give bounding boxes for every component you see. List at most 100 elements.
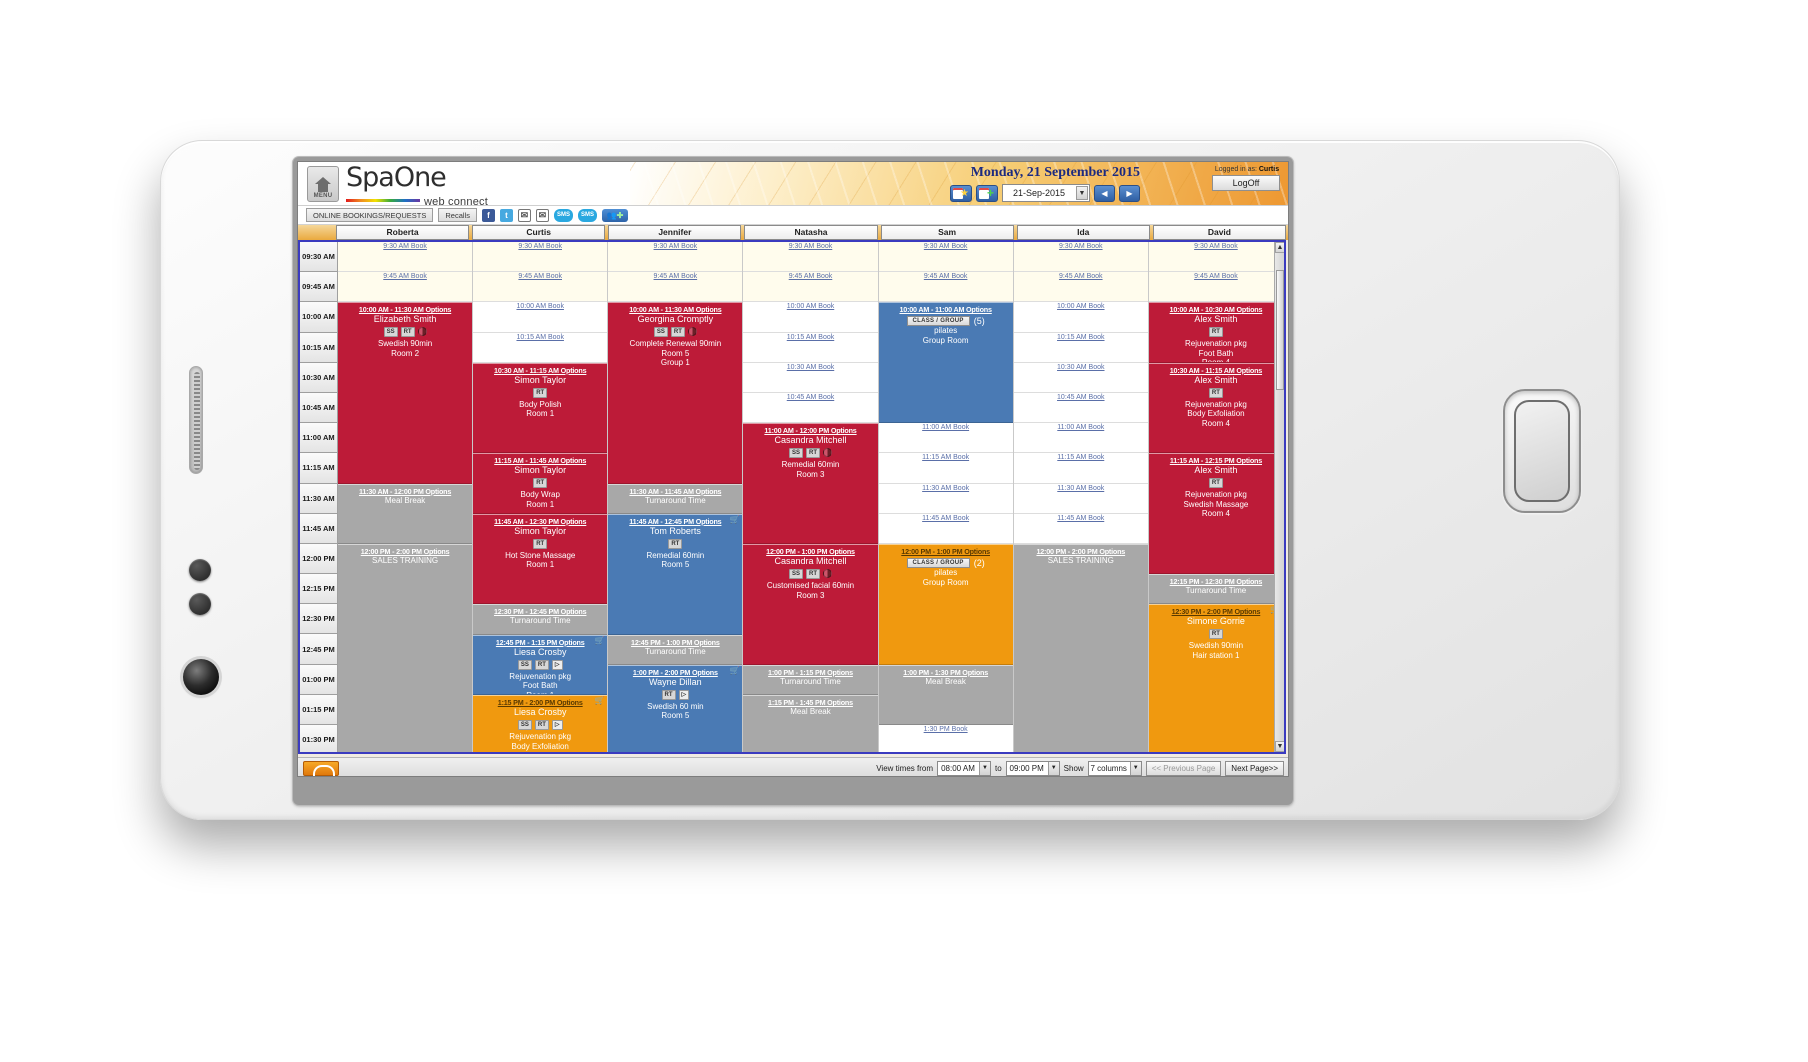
- next-day-button[interactable]: ▶: [1119, 184, 1140, 202]
- free-slot[interactable]: 9:45 AM Book: [743, 272, 878, 303]
- book-link[interactable]: 10:15 AM Book: [516, 333, 564, 341]
- chevron-down-icon[interactable]: ▼: [1129, 761, 1141, 775]
- appointment-block[interactable]: 12:30 PM - 12:45 PM Options Turnaround Ti…: [473, 604, 608, 635]
- cart-icon[interactable]: 🛒: [594, 635, 605, 645]
- book-link[interactable]: 9:45 AM Book: [653, 273, 698, 281]
- appointment-block[interactable]: 12:00 PM - 1:00 PM Options CLASS / GROUP(…: [878, 544, 1013, 665]
- appointment-block[interactable]: 1:00 PM - 1:15 PM Options Turnaround Time: [743, 664, 878, 695]
- appointment-block[interactable]: 10:30 AM - 11:15 AM Options Simon Taylor R…: [473, 362, 608, 454]
- free-slot[interactable]: 10:00 AM Book: [473, 302, 608, 333]
- cart-icon[interactable]: 🛒: [729, 665, 740, 675]
- online-bookings-button[interactable]: ONLINE BOOKINGS/REQUESTS: [306, 208, 434, 222]
- appointment-time-options[interactable]: 10:00 AM - 10:30 AM Options: [1169, 305, 1263, 315]
- appointment-block[interactable]: 12:00 PM - 2:00 PM Options SALES TRAINING: [338, 544, 473, 752]
- column-header-natasha[interactable]: Natasha: [744, 225, 878, 240]
- appointment-time-options[interactable]: 12:45 PM - 1:00 PM Options: [631, 637, 720, 647]
- free-slot[interactable]: 10:45 AM Book: [1013, 393, 1148, 424]
- free-slot[interactable]: 10:45 AM Book: [743, 393, 878, 424]
- calendar-add-button[interactable]: +: [976, 184, 998, 202]
- sms-icon[interactable]: SMS: [553, 208, 573, 222]
- free-slot[interactable]: 9:30 AM Book: [1148, 242, 1283, 273]
- free-slot[interactable]: 9:45 AM Book: [1148, 272, 1283, 303]
- sms-alt-icon[interactable]: SMS: [577, 208, 597, 222]
- appointment-time-options[interactable]: 12:15 PM - 12:30 PM Options: [1169, 577, 1263, 587]
- logoff-button[interactable]: LogOff: [1212, 175, 1280, 191]
- twitter-icon[interactable]: t: [499, 208, 513, 222]
- book-link[interactable]: 11:00 AM Book: [922, 424, 970, 432]
- column-header-ida[interactable]: Ida: [1016, 225, 1150, 240]
- book-link[interactable]: 9:30 AM Book: [383, 243, 427, 250]
- appointment-time-options[interactable]: 12:00 PM - 2:00 PM Options: [360, 547, 450, 556]
- email-open-icon[interactable]: ✉: [535, 208, 549, 222]
- next-page-button[interactable]: Next Page>>: [1225, 760, 1284, 776]
- book-link[interactable]: 9:45 AM Book: [788, 273, 833, 281]
- appointment-time-options[interactable]: 11:30 AM - 11:45 AM Options: [629, 486, 722, 496]
- appointment-time-options[interactable]: 11:15 AM - 12:15 PM Options: [1169, 456, 1263, 466]
- appointment-time-options[interactable]: 1:00 PM - 2:00 PM Options 🛒: [632, 665, 740, 677]
- appointment-block[interactable]: 10:30 AM - 11:15 AM Options Alex Smith RT R…: [1148, 362, 1283, 454]
- appointment-time-options[interactable]: 10:00 AM - 11:00 AM Options: [899, 305, 992, 315]
- free-slot[interactable]: 11:30 AM Book: [878, 483, 1013, 514]
- previous-page-button[interactable]: << Previous Page: [1145, 760, 1222, 776]
- note-document-icon[interactable]: ▷: [551, 659, 563, 670]
- free-slot[interactable]: 9:45 AM Book: [608, 272, 743, 303]
- home-hardware-button[interactable]: [1503, 389, 1581, 513]
- chevron-down-icon[interactable]: ▼: [1076, 186, 1088, 200]
- appointment-time-options[interactable]: 1:00 PM - 1:15 PM Options: [768, 667, 853, 677]
- chevron-down-icon[interactable]: ▼: [1047, 761, 1059, 775]
- appointment-time-options[interactable]: 1:15 PM - 1:45 PM Options: [768, 698, 853, 707]
- appointment-time-options[interactable]: 10:30 AM - 11:15 AM Options: [1169, 365, 1263, 375]
- appointment-time-options[interactable]: 11:45 AM - 12:30 PM Options: [494, 516, 587, 526]
- free-slot[interactable]: 9:30 AM Book: [608, 242, 743, 273]
- free-slot[interactable]: 10:15 AM Book: [743, 332, 878, 363]
- column-header-david[interactable]: David: [1152, 225, 1286, 240]
- scroll-down-icon[interactable]: ▼: [1275, 741, 1284, 752]
- appointment-block[interactable]: 10:00 AM - 11:30 AM Options Elizabeth Smi…: [338, 302, 473, 484]
- appointment-time-options[interactable]: 10:00 AM - 11:30 AM Options: [358, 305, 452, 315]
- appointment-time-options[interactable]: 1:15 PM - 2:00 PM Options 🛒: [497, 696, 605, 707]
- appointment-block[interactable]: 11:00 AM - 12:00 PM Options Casandra Mitc…: [743, 423, 878, 544]
- cart-icon[interactable]: 🛒: [729, 514, 740, 524]
- refresh-button[interactable]: [303, 760, 339, 776]
- appointment-block[interactable]: 12:30 PM - 2:00 PM Options🛒Simone Gorrie…: [1148, 604, 1283, 752]
- book-link[interactable]: 9:45 AM Book: [1058, 273, 1103, 281]
- menu-button[interactable]: MENU: [307, 166, 339, 202]
- cart-icon[interactable]: 🛒: [594, 696, 605, 705]
- appointment-block[interactable]: 1:15 PM - 2:00 PM Options 🛒 Liesa Crosby SS…: [473, 695, 608, 752]
- book-link[interactable]: 11:15 AM Book: [1057, 454, 1105, 462]
- free-slot[interactable]: 9:30 AM Book: [743, 242, 878, 273]
- book-link[interactable]: 10:15 AM Book: [1057, 333, 1105, 341]
- free-slot[interactable]: 9:30 AM Book: [1013, 242, 1148, 273]
- free-slot[interactable]: 11:15 AM Book: [1013, 453, 1148, 484]
- appointment-block[interactable]: 11:30 AM - 11:45 AM Options Turnaround Ti…: [608, 483, 743, 514]
- appointment-block[interactable]: 12:45 PM - 1:15 PM Options 🛒 Liesa Crosby S…: [473, 634, 608, 695]
- free-slot[interactable]: 9:45 AM Book: [473, 272, 608, 303]
- from-time-select[interactable]: 08:00 AM ▼: [937, 760, 991, 776]
- book-link[interactable]: 9:30 AM Book: [1194, 243, 1238, 250]
- book-link[interactable]: 10:30 AM Book: [786, 363, 835, 371]
- book-link[interactable]: 10:45 AM Book: [786, 394, 835, 401]
- column-header-roberta[interactable]: Roberta: [336, 225, 470, 240]
- appointment-block[interactable]: 12:15 PM - 12:30 PM Options Turnaround Ti…: [1148, 574, 1283, 605]
- appointment-time-options[interactable]: 11:30 AM - 12:00 PM Options: [358, 486, 452, 496]
- appointment-block[interactable]: 10:00 AM - 11:30 AM Options Georgina Crom…: [608, 302, 743, 484]
- email-icon[interactable]: ✉: [517, 208, 531, 222]
- free-slot[interactable]: 10:15 AM Book: [473, 332, 608, 363]
- recalls-button[interactable]: Recalls: [438, 208, 477, 222]
- scroll-up-icon[interactable]: ▲: [1275, 242, 1284, 253]
- appointment-time-options[interactable]: 10:00 AM - 11:30 AM Options: [629, 305, 722, 315]
- free-slot[interactable]: 9:30 AM Book: [473, 242, 608, 273]
- book-link[interactable]: 11:15 AM Book: [922, 454, 970, 462]
- appointment-block[interactable]: 12:00 PM - 1:00 PM Options Casandra Mitch…: [743, 544, 878, 665]
- book-link[interactable]: 11:30 AM Book: [922, 484, 970, 492]
- free-slot[interactable]: 1:30 PM Book: [878, 725, 1013, 752]
- free-slot[interactable]: 11:30 AM Book: [1013, 483, 1148, 514]
- free-slot[interactable]: 10:30 AM Book: [743, 362, 878, 393]
- book-link[interactable]: 9:30 AM Book: [1058, 243, 1103, 250]
- book-link[interactable]: 9:30 AM Book: [518, 243, 562, 250]
- free-slot[interactable]: 10:00 AM Book: [743, 302, 878, 333]
- book-link[interactable]: 10:00 AM Book: [1057, 303, 1105, 311]
- free-slot[interactable]: 11:00 AM Book: [1013, 423, 1148, 454]
- book-link[interactable]: 11:45 AM Book: [1057, 514, 1105, 522]
- free-slot[interactable]: 10:00 AM Book: [1013, 302, 1148, 333]
